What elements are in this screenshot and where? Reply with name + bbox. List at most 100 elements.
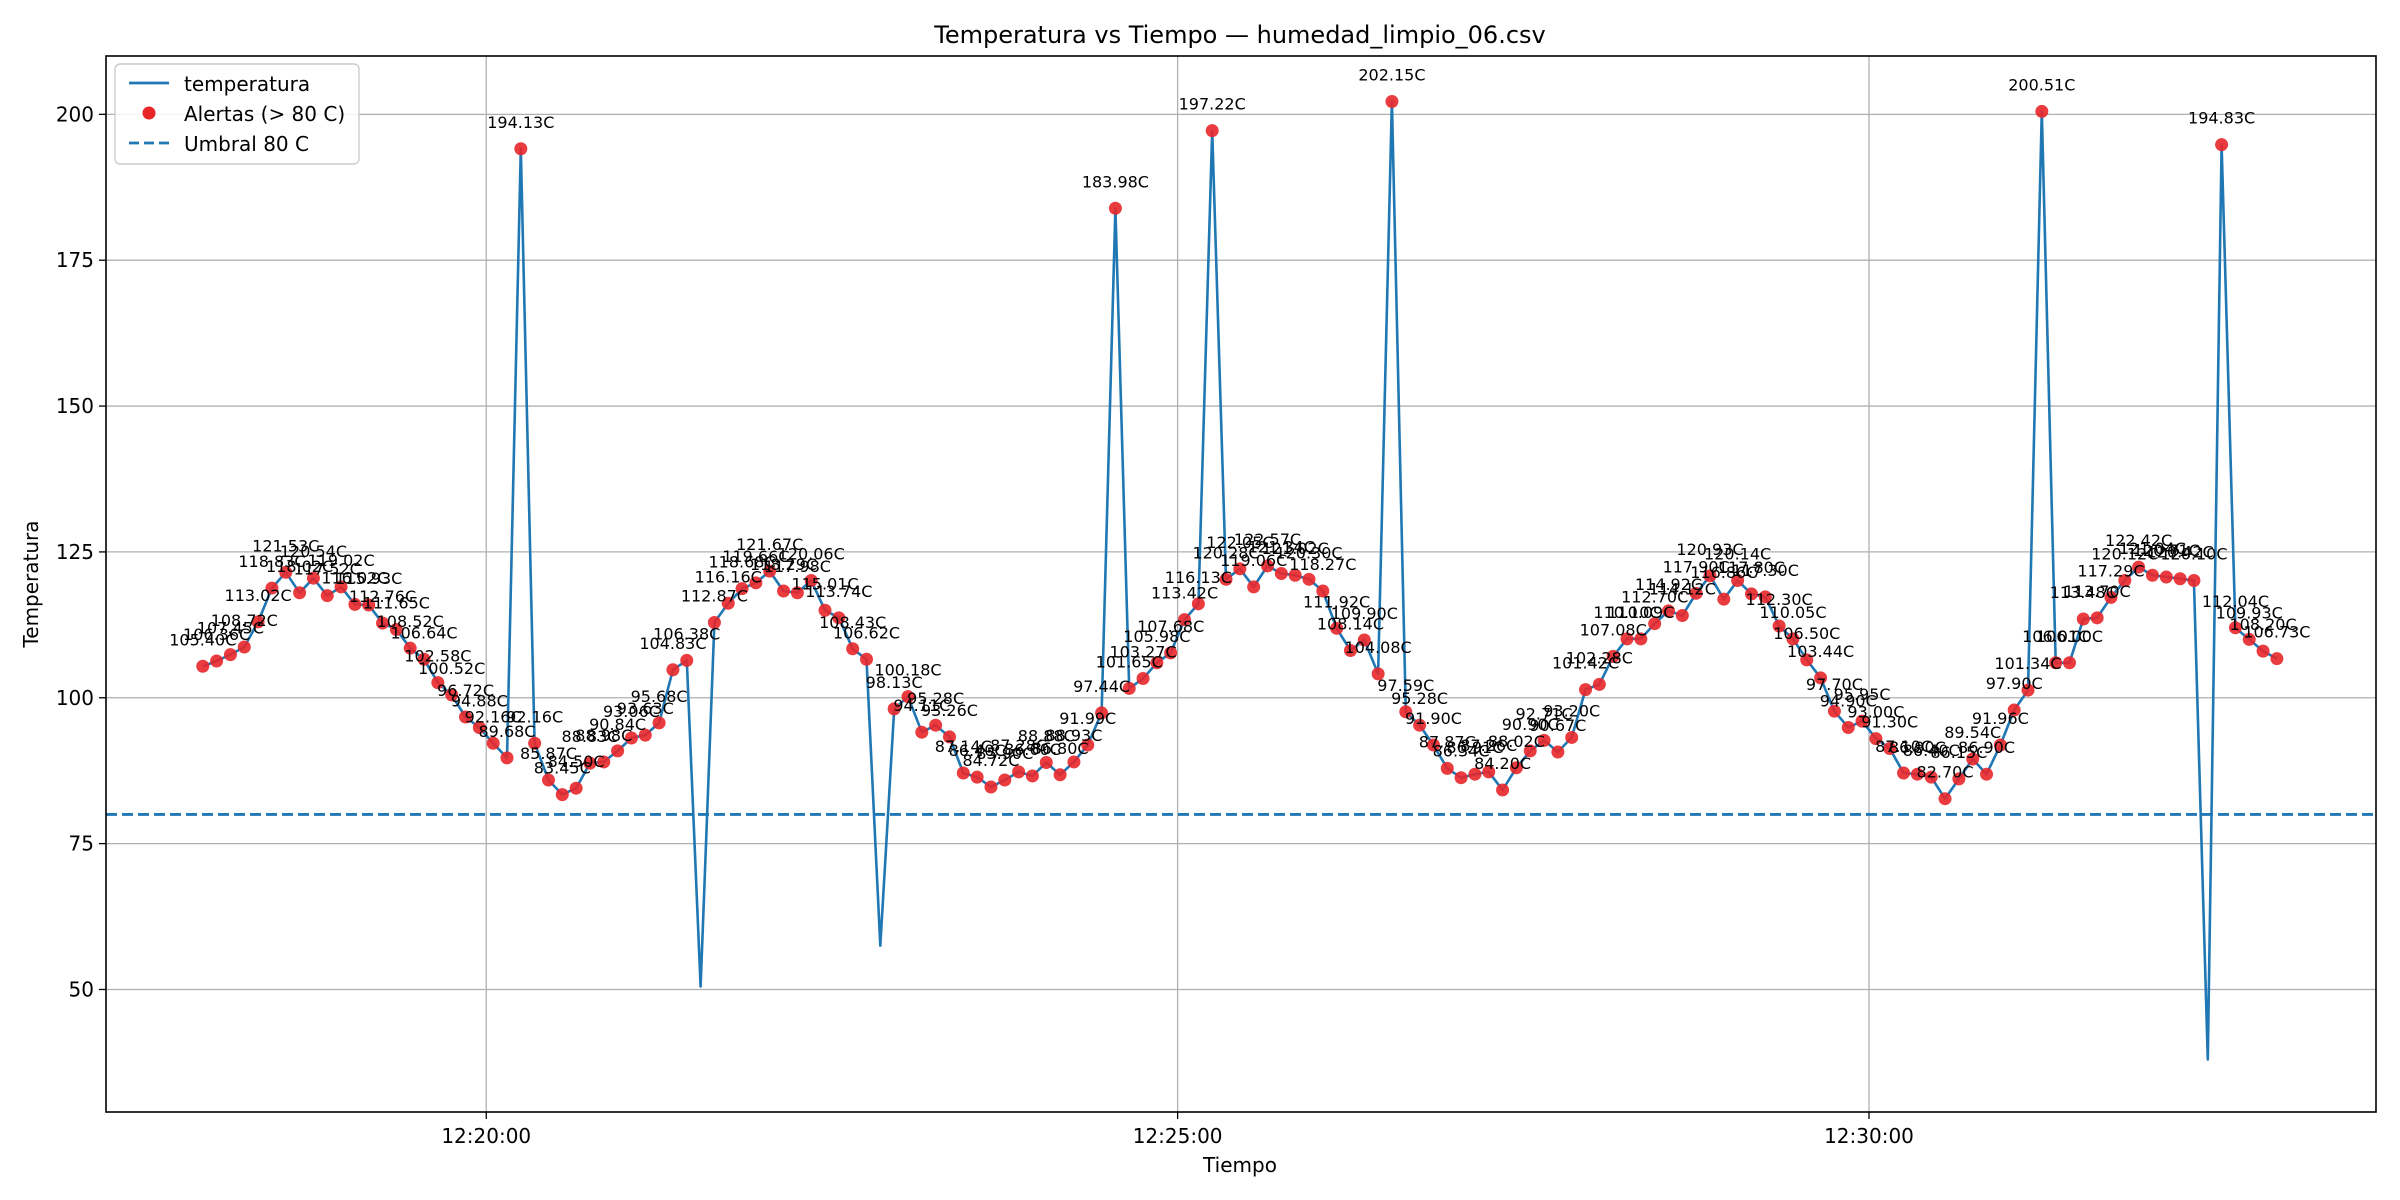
- alert-value-label: 118.29C: [750, 555, 817, 574]
- alert-value-label: 122.42C: [2105, 531, 2172, 550]
- alert-point: [334, 580, 348, 594]
- alert-value-label: 118.02C: [266, 557, 333, 576]
- alert-point: [956, 766, 970, 780]
- alert-value-label: 94.11C: [893, 696, 950, 715]
- alert-value-label: 117.90C: [1663, 557, 1730, 576]
- alert-value-label: 194.13C: [487, 113, 554, 132]
- legend-alert-swatch: [142, 106, 156, 120]
- alert-value-label: 107.68C: [1137, 617, 1204, 636]
- alert-value-label: 107.08C: [1580, 620, 1647, 639]
- alert-value-label: 116.86C: [1690, 563, 1757, 582]
- alert-value-label: 120.12C: [2091, 544, 2158, 563]
- alert-value-label: 117.98C: [764, 557, 831, 576]
- alert-point: [486, 736, 500, 750]
- alert-point: [1178, 613, 1192, 627]
- alert-point: [1924, 770, 1938, 784]
- alert-point: [611, 744, 625, 758]
- alert-point: [624, 731, 638, 745]
- alert-point: [846, 642, 860, 656]
- alert-value-label: 97.59C: [1377, 676, 1434, 695]
- alert-point: [1509, 761, 1523, 775]
- alert-point: [735, 582, 749, 596]
- alert-point: [1496, 783, 1510, 797]
- alert-value-label: 91.30C: [1861, 713, 1918, 732]
- alert-point: [1108, 201, 1122, 215]
- alert-point: [2187, 573, 2201, 587]
- alert-point: [818, 603, 832, 617]
- alert-point: [1067, 755, 1081, 769]
- alert-value-label: 116.16C: [695, 567, 762, 586]
- alert-value-label: 111.65C: [363, 594, 430, 613]
- alert-value-label: 112.76C: [349, 587, 416, 606]
- alert-point: [1371, 667, 1385, 681]
- x-tick-label: 12:20:00: [441, 1124, 531, 1148]
- alert-point: [2007, 703, 2021, 717]
- alert-value-label: 117.52C: [294, 560, 361, 579]
- alert-point: [362, 598, 376, 612]
- alert-point: [1565, 730, 1579, 744]
- alert-point: [389, 623, 403, 637]
- alert-point: [1648, 617, 1662, 631]
- alert-value-label: 85.87C: [520, 744, 577, 763]
- alert-value-label: 183.98C: [1082, 172, 1149, 191]
- alert-point: [1523, 744, 1537, 758]
- alert-point: [1413, 718, 1427, 732]
- alert-value-label: 117.30C: [1732, 561, 1799, 580]
- alert-point: [2215, 138, 2229, 152]
- grid-lines: [106, 56, 2376, 1112]
- alert-point: [721, 596, 735, 610]
- alert-point: [1634, 632, 1648, 646]
- alert-value-label: 91.90C: [1405, 709, 1462, 728]
- alert-point: [1661, 604, 1675, 618]
- alert-value-label: 93.00C: [1847, 703, 1904, 722]
- alert-point: [1772, 619, 1786, 633]
- alert-point: [942, 730, 956, 744]
- alert-point: [1841, 721, 1855, 735]
- alert-value-label: 93.26C: [921, 701, 978, 720]
- alert-point: [223, 648, 237, 662]
- alert-value-label: 118.68C: [708, 553, 775, 572]
- alert-point: [1233, 562, 1247, 576]
- alert-value-label: 86.90C: [1958, 738, 2015, 757]
- alert-value-label: 100.18C: [874, 661, 941, 680]
- alert-value-label: 116.02C: [321, 568, 388, 587]
- alert-value-label: 121.53C: [252, 536, 319, 555]
- alert-point: [1440, 761, 1454, 775]
- alert-point: [1205, 124, 1219, 138]
- alert-value-label: 115.01C: [791, 574, 858, 593]
- alert-point: [915, 725, 929, 739]
- alert-point: [1980, 767, 1994, 781]
- alert-value-label: 120.54C: [280, 542, 347, 561]
- alert-point: [749, 576, 763, 590]
- legend: temperatura Alertas (> 80 C) Umbral 80 C: [114, 63, 360, 165]
- alert-value-label: 122.05C: [1206, 533, 1273, 552]
- alert-value-label: 95.28C: [1391, 689, 1448, 708]
- alert-value-label: 102.28C: [1566, 648, 1633, 667]
- alert-value-label: 121.04C: [2119, 539, 2186, 558]
- legend-label-alertas: Alertas (> 80 C): [184, 102, 345, 126]
- alert-point: [2256, 644, 2270, 658]
- alert-point: [1855, 714, 1869, 728]
- alert-point: [1468, 767, 1482, 781]
- alert-point: [376, 616, 390, 630]
- alert-point: [1966, 752, 1980, 766]
- alert-value-label: 92.16C: [465, 707, 522, 726]
- alert-point: [2062, 656, 2076, 670]
- y-tick-label: 175: [56, 248, 94, 272]
- alert-point: [1482, 765, 1496, 779]
- alert-value-label: 110.05C: [1759, 603, 1826, 622]
- alert-value-label: 106.38C: [653, 624, 720, 643]
- alert-point: [998, 773, 1012, 787]
- alert-point: [1800, 653, 1814, 667]
- alert-point: [1385, 95, 1399, 109]
- alert-value-label: 86.40C: [949, 741, 1006, 760]
- alert-value-label: 106.50C: [1773, 624, 1840, 643]
- alert-value-label: 120.28C: [1192, 543, 1259, 562]
- alert-point: [804, 573, 818, 587]
- alert-value-label: 82.70C: [1917, 763, 1974, 782]
- alert-point: [1095, 706, 1109, 720]
- alert-value-label: 116.13C: [1165, 568, 1232, 587]
- alert-value-label: 87.28C: [990, 736, 1047, 755]
- alert-value-label: 120.71C: [2133, 541, 2200, 560]
- alert-value-label: 88.02C: [1488, 732, 1545, 751]
